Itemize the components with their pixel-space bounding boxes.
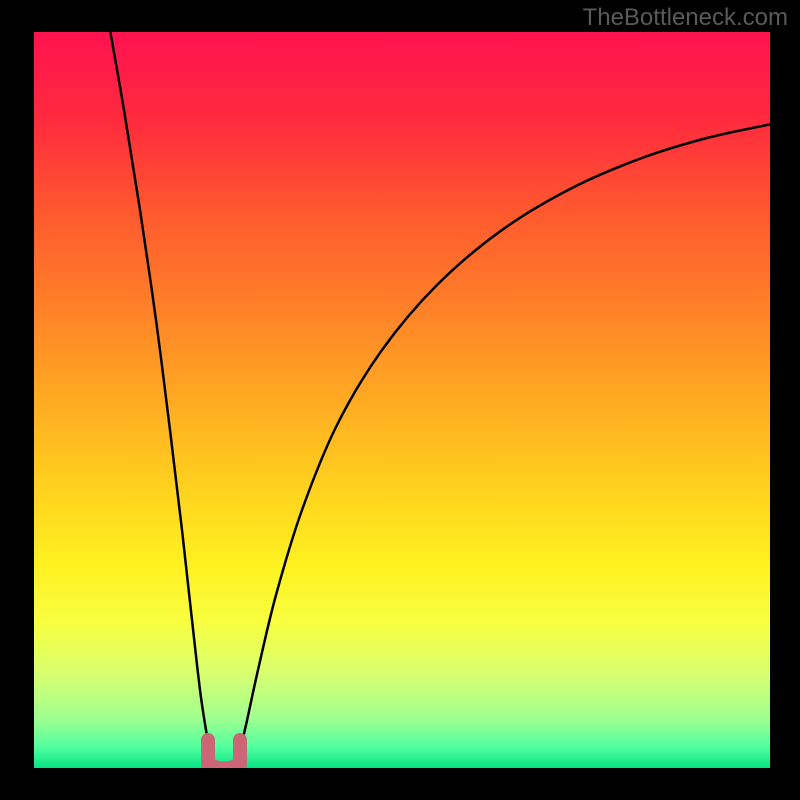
chart-plot-area [32, 30, 772, 770]
watermark-label: TheBottleneck.com [583, 4, 788, 31]
bottleneck-chart: TheBottleneck.com [0, 0, 800, 800]
